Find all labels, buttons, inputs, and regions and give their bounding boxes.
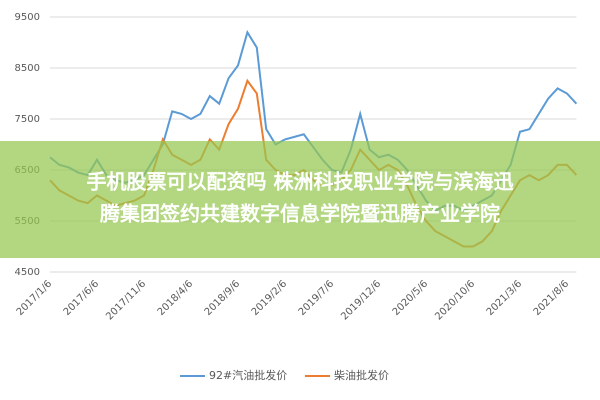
overlay-text: 腾集团签约共建数字信息学院暨迅腾产业学院 [100, 202, 500, 226]
x-tick-label: 2019/2/6 [250, 278, 290, 318]
overlay-band [0, 141, 600, 258]
y-tick-label: 4500 [15, 267, 40, 278]
x-tick-label: 2018/4/6 [156, 278, 196, 318]
x-tick-label: 2019/7/6 [297, 278, 337, 318]
legend-label: 柴油批发价 [334, 368, 389, 382]
x-tick-label: 2017/11/6 [104, 278, 148, 322]
x-tick-label: 2020/10/6 [433, 278, 477, 322]
x-tick-label: 2017/1/6 [15, 278, 55, 318]
x-tick-label: 2021/3/6 [485, 278, 525, 318]
legend-label: 92#汽油批发价 [209, 368, 287, 382]
overlay-text: 手机股票可以配资吗 株洲科技职业学院与滨海迅 [87, 170, 514, 194]
y-tick-label: 7500 [15, 114, 40, 125]
x-tick-label: 2017/6/6 [62, 278, 102, 318]
x-tick-label: 2019/12/6 [339, 278, 383, 322]
x-tick-label: 2021/8/6 [532, 278, 572, 318]
x-tick-label: 2020/5/6 [391, 278, 431, 318]
y-tick-label: 8500 [15, 63, 40, 74]
x-tick-label: 2018/9/6 [203, 278, 243, 318]
y-tick-label: 9500 [15, 12, 40, 23]
